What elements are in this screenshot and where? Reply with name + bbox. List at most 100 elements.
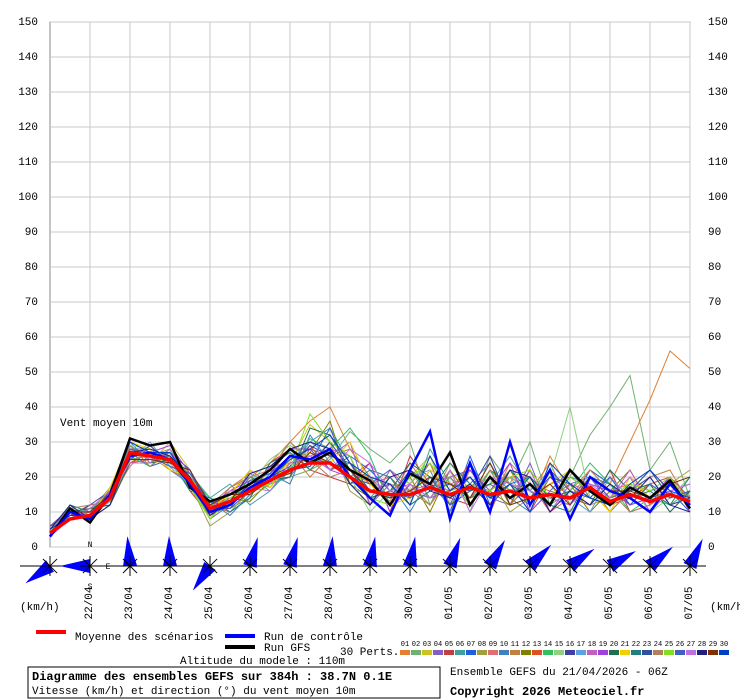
- legend-swatch: [455, 650, 465, 655]
- y-tick-label: 20: [25, 472, 38, 484]
- series-line: [49, 441, 691, 530]
- legend-swatch: [477, 650, 487, 655]
- y-tick-label: 70: [708, 297, 721, 309]
- legend-swatch: [719, 650, 729, 655]
- y-tick-label: 80: [25, 262, 38, 274]
- wind-rose: [642, 558, 658, 574]
- legend-label: Moyenne des scénarios: [75, 632, 214, 644]
- legend-swatch: [510, 650, 520, 655]
- wind-arrow: [645, 546, 673, 572]
- x-tick-label: 25/04: [204, 586, 216, 619]
- legend-label: 24: [654, 641, 662, 649]
- y-tick-label: 10: [25, 507, 38, 519]
- legend-label: 28: [698, 641, 706, 649]
- legend-swatch: [433, 650, 443, 655]
- legend-label: 13: [533, 641, 541, 649]
- x-tick-label: 23/04: [124, 586, 136, 619]
- copyright: Copyright 2026 Meteociel.fr: [450, 685, 644, 699]
- legend-label: 08: [478, 641, 486, 649]
- wind-arrow: [323, 536, 337, 567]
- wind-arrow: [60, 559, 90, 573]
- legend-swatch: [664, 650, 674, 655]
- footer-box: [27, 666, 441, 699]
- x-tick-label: 26/04: [244, 586, 256, 619]
- wind-arrow: [243, 537, 258, 568]
- legend-swatch: [675, 650, 685, 655]
- y-tick-label: 0: [31, 542, 38, 554]
- y-tick-label: 70: [25, 297, 38, 309]
- y-tick-label: 140: [18, 52, 38, 64]
- legend-swatch: [708, 650, 718, 655]
- legend-label: 09: [489, 641, 497, 649]
- y-tick-label: 140: [708, 52, 728, 64]
- x-tick-label: 01/05: [444, 586, 456, 619]
- legend-label: 11: [511, 641, 519, 649]
- legend-label: 05: [445, 641, 453, 649]
- legend-label: 14: [544, 641, 552, 649]
- legend-swatch: [686, 650, 696, 655]
- series-line: [48, 450, 691, 535]
- y-tick-label: 30: [708, 437, 721, 449]
- wind-arrow: [363, 536, 377, 568]
- legend-swatch: [653, 650, 663, 655]
- legend-swatch: [400, 650, 410, 655]
- legend-swatch: [532, 650, 542, 655]
- legend-label: 26: [676, 641, 684, 649]
- legend-label: 06: [456, 641, 464, 649]
- legend-label: Run de contrôle: [264, 632, 363, 644]
- x-tick-label: 02/05: [484, 586, 496, 619]
- wind-arrow: [683, 538, 703, 569]
- legend-label: 03: [423, 641, 431, 649]
- legend-label: 10: [500, 641, 508, 649]
- legend-swatch: [565, 650, 575, 655]
- y-tick-label: 90: [25, 227, 38, 239]
- y-tick-label: 60: [708, 332, 721, 344]
- legend-label: 01: [401, 641, 409, 649]
- x-tick-label: 03/05: [524, 586, 536, 619]
- x-tick-label: 22/04: [84, 586, 96, 619]
- wind-rose: [282, 558, 298, 574]
- legend-swatch: [697, 650, 707, 655]
- y-tick-label: 100: [18, 192, 38, 204]
- series-line: [49, 426, 691, 527]
- wind-rose: [602, 558, 618, 574]
- legend-swatch: [543, 650, 553, 655]
- footer-subtitle: Vitesse (km/h) et direction (°) du vent …: [32, 686, 356, 698]
- wind-arrow: [443, 537, 461, 569]
- y-tick-label: 50: [25, 367, 38, 379]
- wind-rose: [442, 558, 458, 574]
- y-tick-label: 110: [708, 157, 728, 169]
- wind-arrow: [163, 536, 177, 567]
- legend-swatch: [587, 650, 597, 655]
- y-tick-label: 150: [18, 17, 38, 29]
- legend-swatch: [642, 650, 652, 655]
- legend-swatch: [576, 650, 586, 655]
- legend-label: 25: [665, 641, 673, 649]
- x-tick-label: 29/04: [364, 586, 376, 619]
- legend-swatch: [609, 650, 619, 655]
- altitude: Altitude du modele : 110m: [180, 656, 345, 668]
- wind-arrow: [483, 540, 505, 570]
- wind-rose: [82, 558, 98, 574]
- y-tick-label: 40: [708, 402, 721, 414]
- y-tick-label: 30: [25, 437, 38, 449]
- legend-label: 15: [555, 641, 563, 649]
- legend-label: 21: [621, 641, 629, 649]
- wind-rose: [522, 558, 538, 574]
- y-tick-label: 90: [708, 227, 721, 239]
- wind-rose: [122, 558, 138, 574]
- legend-label: 20: [610, 641, 618, 649]
- compass-label: N: [88, 541, 93, 550]
- perturbations-label: 30 Perts.: [340, 647, 399, 659]
- y-tick-label: 120: [18, 122, 38, 134]
- y-tick-label: 20: [708, 472, 721, 484]
- x-tick-label: 05/05: [604, 586, 616, 619]
- y-tick-label: 10: [708, 507, 721, 519]
- y-tick-label: 130: [18, 87, 38, 99]
- legend-swatch: [554, 650, 564, 655]
- legend-swatch: [499, 650, 509, 655]
- wind-arrow: [606, 551, 636, 573]
- legend-label: 17: [577, 641, 585, 649]
- legend-swatch: [411, 650, 421, 655]
